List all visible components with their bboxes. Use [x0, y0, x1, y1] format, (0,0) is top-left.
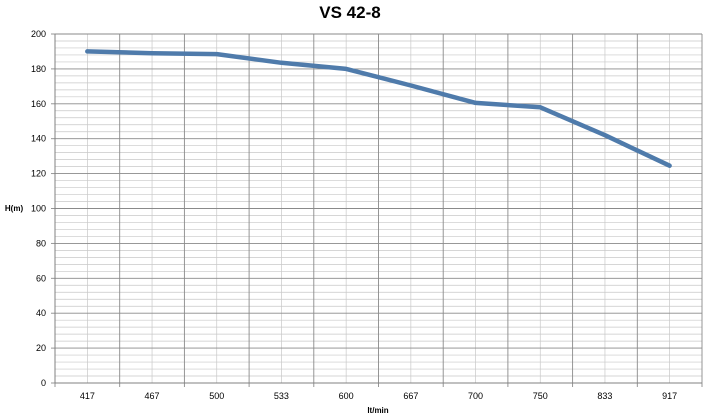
data-point	[344, 67, 348, 71]
y-tick-label: 160	[31, 99, 46, 109]
data-point	[409, 83, 413, 87]
x-tick-label: 700	[468, 391, 483, 401]
data-point	[150, 51, 154, 55]
data-point	[538, 105, 542, 109]
y-tick-label: 0	[41, 378, 46, 388]
data-point	[279, 61, 283, 65]
y-tick-label: 200	[31, 29, 46, 39]
y-tick-label: 140	[31, 134, 46, 144]
x-tick-label: 467	[145, 391, 160, 401]
y-tick-label: 20	[36, 343, 46, 353]
data-point	[215, 52, 219, 56]
series-line-1	[85, 49, 672, 168]
y-tick-label: 80	[36, 238, 46, 248]
series-layer	[85, 49, 672, 168]
y-axis-label: H(m)	[5, 204, 24, 213]
x-tick-label: 667	[403, 391, 418, 401]
x-tick-label: 417	[80, 391, 95, 401]
x-tick-label: 600	[339, 391, 354, 401]
x-tick-label: 750	[533, 391, 548, 401]
chart-title: VS 42-8	[319, 3, 380, 22]
y-tick-label: 120	[31, 169, 46, 179]
y-tick-label: 40	[36, 308, 46, 318]
x-axis-label: lt/min	[367, 406, 388, 415]
x-tick-label: 917	[662, 391, 677, 401]
data-point	[668, 164, 672, 168]
y-tick-label: 180	[31, 64, 46, 74]
data-point	[603, 133, 607, 137]
x-tick-label: 533	[274, 391, 289, 401]
data-point	[85, 49, 89, 53]
x-tick-label: 833	[597, 391, 612, 401]
data-point	[474, 101, 478, 105]
major-gridlines	[51, 33, 703, 387]
y-tick-label: 100	[31, 204, 46, 214]
x-tick-label: 500	[209, 391, 224, 401]
y-tick-label: 60	[36, 273, 46, 283]
x-axis-tick-labels: 417 467 500 533 600 667 700 750 833 917	[80, 391, 677, 401]
y-axis-tick-labels: 0 20 40 60 80 100 120 140 160 180 200	[31, 29, 46, 388]
